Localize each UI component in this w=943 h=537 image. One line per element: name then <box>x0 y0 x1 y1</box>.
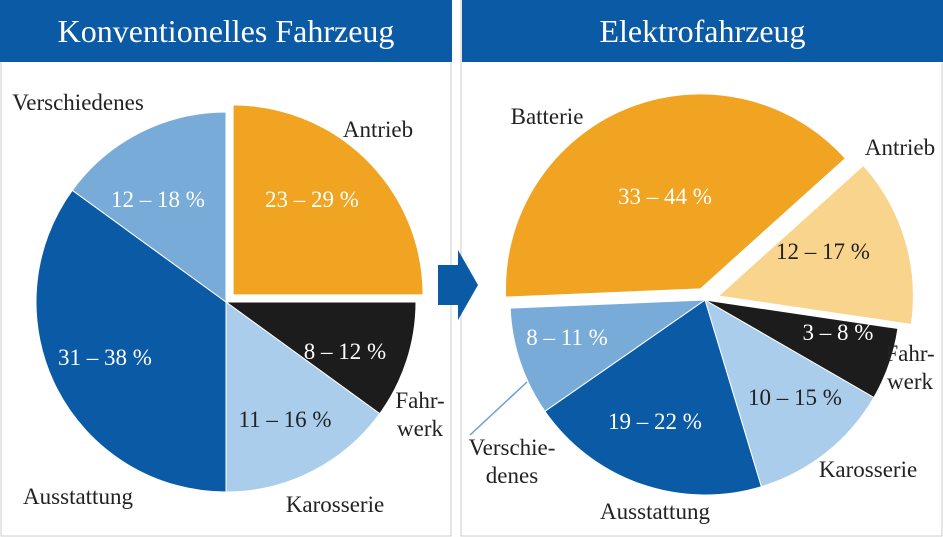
category-label: Antrieb <box>342 117 414 142</box>
category-label: Verschiedenes <box>12 90 144 115</box>
value-label: 31 – 38 % <box>58 345 152 370</box>
category-label: Verschie- denes <box>468 435 556 488</box>
pie-slice <box>35 189 227 493</box>
category-label: Ausstattung <box>23 484 133 509</box>
value-label: 8 – 12 % <box>303 339 387 364</box>
category-label: Karosserie <box>285 492 385 517</box>
value-label: 3 – 8 % <box>802 320 874 345</box>
chart-title: Elektrofahrzeug <box>462 0 943 62</box>
value-label: 19 – 22 % <box>608 409 702 434</box>
category-label: Antrieb <box>864 135 936 160</box>
value-label: 10 – 15 % <box>748 385 842 410</box>
pie-slice <box>504 93 847 298</box>
pie-slice <box>225 301 381 493</box>
pie-slice <box>509 299 707 412</box>
category-label: Ausstattung <box>600 499 710 524</box>
category-label: Fahr- werk <box>885 341 935 394</box>
pie-slice <box>71 111 227 303</box>
category-label: Batterie <box>510 104 584 129</box>
pie-slice <box>704 298 875 488</box>
value-label: 11 – 16 % <box>238 407 332 432</box>
value-label: 8 – 11 % <box>526 325 608 350</box>
pie-slice <box>224 301 417 415</box>
value-label: 12 – 17 % <box>776 239 870 264</box>
pie-slice <box>544 299 762 496</box>
value-label: 33 – 44 % <box>618 184 712 209</box>
arrow <box>438 250 478 320</box>
pie-slice <box>717 164 914 326</box>
leader-line <box>469 381 528 436</box>
pie-slice <box>232 104 424 296</box>
chart-title: Konventionelles Fahrzeug <box>0 0 452 62</box>
category-label: Karosserie <box>818 457 918 482</box>
category-label: Fahr- werk <box>395 388 445 441</box>
value-label: 12 – 18 % <box>111 187 205 212</box>
value-label: 23 – 29 % <box>265 187 359 212</box>
